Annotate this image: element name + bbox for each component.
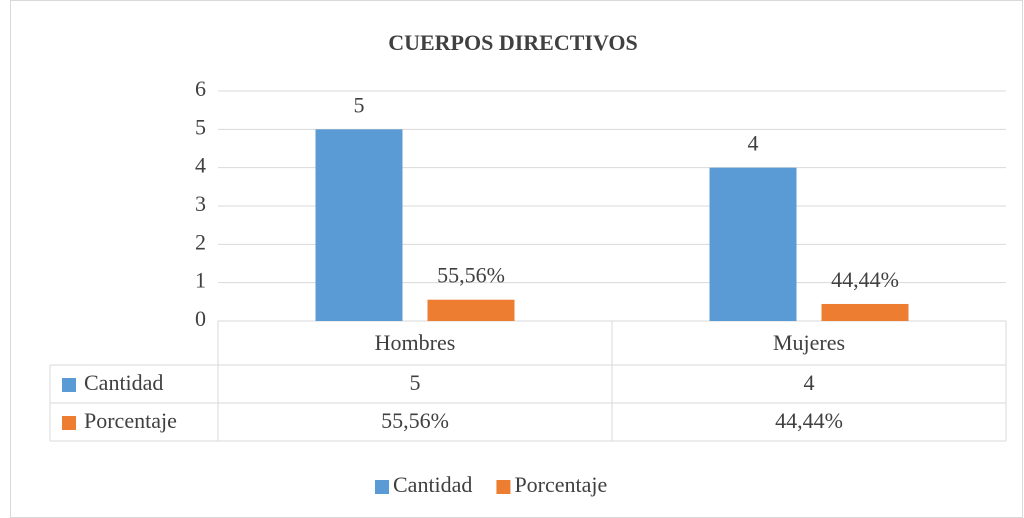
y-tick-label: 2 [195, 229, 206, 254]
table-cell: 4 [804, 370, 815, 395]
table-row-label: Cantidad [84, 370, 163, 395]
x-tick-label: Mujeres [773, 330, 845, 355]
table-legend-key [62, 378, 76, 392]
table-cell: 5 [410, 370, 421, 395]
chart-title: CUERPOS DIRECTIVOS [388, 30, 638, 55]
bar [427, 299, 515, 321]
bar [315, 129, 403, 321]
legend-label: Cantidad [393, 472, 472, 497]
data-label: 44,44% [831, 267, 899, 292]
y-tick-label: 3 [195, 191, 206, 216]
chart-border [10, 0, 1023, 518]
y-tick-label: 6 [195, 76, 206, 101]
legend-key [496, 480, 511, 494]
x-tick-label: Hombres [375, 330, 456, 355]
legend-key [375, 480, 389, 494]
data-label: 5 [354, 92, 365, 117]
y-tick-label: 4 [195, 153, 206, 178]
y-tick-label: 5 [195, 114, 206, 139]
bar [709, 167, 797, 321]
data-label: 55,56% [437, 263, 505, 288]
table-legend-key [62, 416, 76, 430]
table-row-label: Porcentaje [84, 408, 177, 433]
bar [821, 303, 909, 321]
legend-label: Porcentaje [514, 472, 607, 497]
table-cell: 44,44% [775, 408, 843, 433]
table-cell: 55,56% [381, 408, 449, 433]
y-tick-label: 0 [195, 306, 206, 331]
data-label: 4 [748, 131, 759, 156]
y-tick-label: 1 [195, 268, 206, 293]
